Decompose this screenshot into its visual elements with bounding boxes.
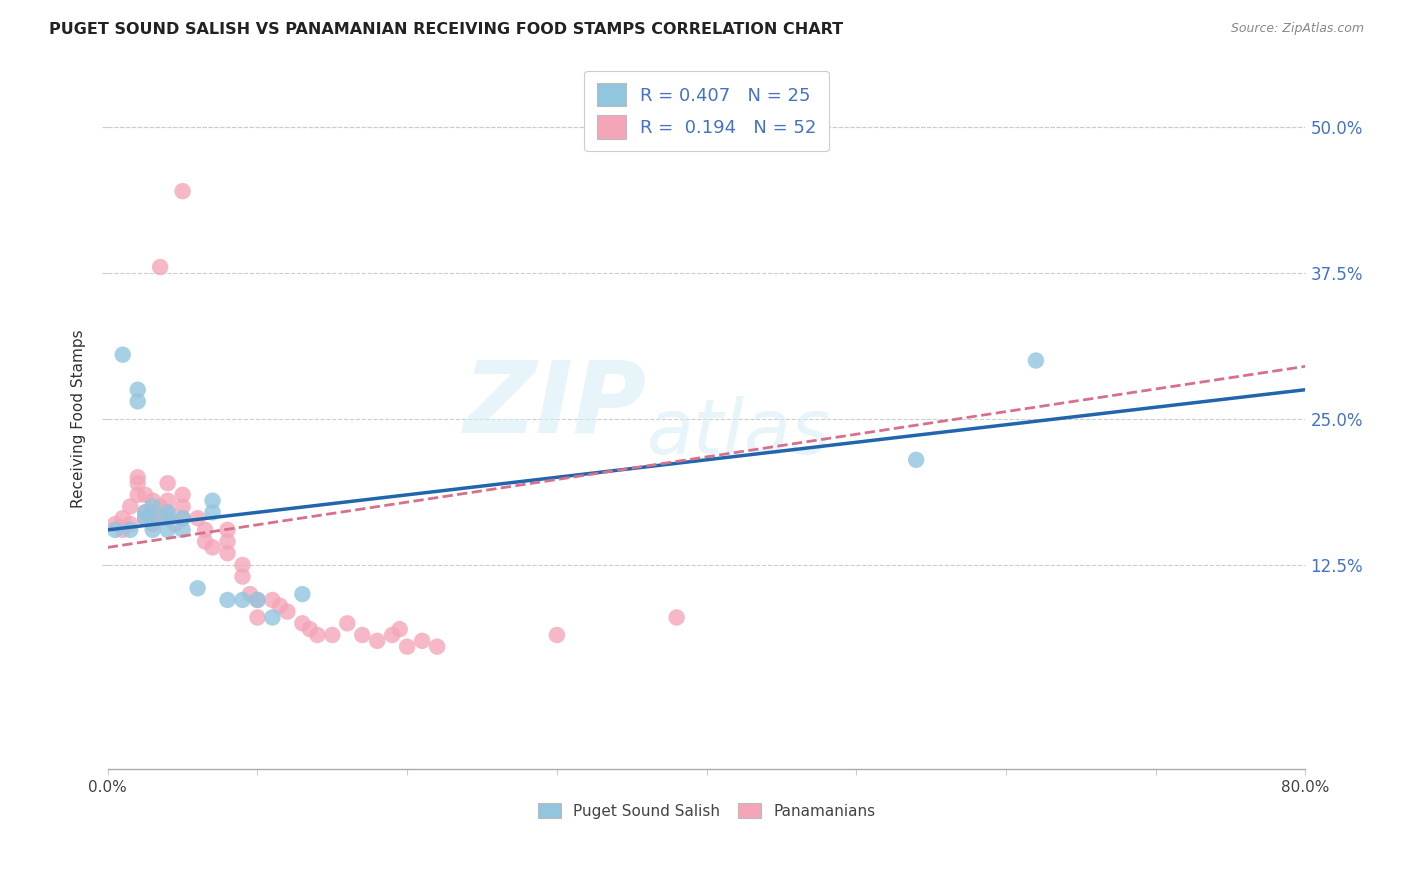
Point: [194, 523, 217, 537]
Point: [201, 505, 224, 519]
Point: [172, 500, 194, 514]
Point: [217, 593, 239, 607]
Point: [246, 610, 269, 624]
Point: [217, 534, 239, 549]
Point: [134, 505, 156, 519]
Point: [366, 633, 388, 648]
Point: [149, 511, 172, 525]
Point: [111, 348, 134, 362]
Point: [172, 184, 194, 198]
Text: ZIP: ZIP: [464, 357, 647, 453]
Point: [156, 511, 179, 525]
Point: [905, 452, 928, 467]
Point: [201, 493, 224, 508]
Point: [156, 505, 179, 519]
Point: [231, 558, 253, 572]
Point: [127, 488, 149, 502]
Point: [291, 616, 314, 631]
Point: [352, 628, 374, 642]
Point: [411, 633, 433, 648]
Point: [546, 628, 568, 642]
Point: [194, 534, 217, 549]
Point: [111, 523, 134, 537]
Point: [231, 593, 253, 607]
Point: [269, 599, 291, 613]
Point: [142, 500, 165, 514]
Text: atlas: atlas: [647, 396, 831, 470]
Point: [217, 523, 239, 537]
Point: [127, 470, 149, 484]
Point: [134, 511, 156, 525]
Point: [142, 523, 165, 537]
Point: [172, 511, 194, 525]
Point: [336, 616, 359, 631]
Point: [396, 640, 419, 654]
Point: [298, 622, 321, 636]
Point: [149, 260, 172, 274]
Point: [134, 511, 156, 525]
Point: [276, 605, 298, 619]
Point: [262, 610, 284, 624]
Point: [120, 516, 142, 531]
Point: [104, 516, 127, 531]
Point: [156, 523, 179, 537]
Point: [142, 505, 165, 519]
Point: [149, 500, 172, 514]
Point: [291, 587, 314, 601]
Point: [187, 511, 209, 525]
Y-axis label: Receiving Food Stamps: Receiving Food Stamps: [72, 330, 86, 508]
Point: [217, 546, 239, 560]
Point: [142, 516, 165, 531]
Point: [262, 593, 284, 607]
Point: [165, 516, 187, 531]
Point: [127, 394, 149, 409]
Point: [111, 511, 134, 525]
Point: [426, 640, 449, 654]
Point: [201, 541, 224, 555]
Point: [246, 593, 269, 607]
Legend: Puget Sound Salish, Panamanians: Puget Sound Salish, Panamanians: [531, 797, 882, 825]
Point: [172, 511, 194, 525]
Point: [104, 523, 127, 537]
Text: Source: ZipAtlas.com: Source: ZipAtlas.com: [1230, 22, 1364, 36]
Point: [187, 581, 209, 595]
Point: [120, 523, 142, 537]
Point: [381, 628, 404, 642]
Point: [231, 569, 253, 583]
Point: [142, 511, 165, 525]
Point: [665, 610, 688, 624]
Point: [172, 523, 194, 537]
Point: [246, 593, 269, 607]
Point: [127, 383, 149, 397]
Point: [156, 493, 179, 508]
Point: [120, 500, 142, 514]
Point: [134, 505, 156, 519]
Point: [1025, 353, 1047, 368]
Point: [134, 488, 156, 502]
Point: [142, 493, 165, 508]
Text: PUGET SOUND SALISH VS PANAMANIAN RECEIVING FOOD STAMPS CORRELATION CHART: PUGET SOUND SALISH VS PANAMANIAN RECEIVI…: [49, 22, 844, 37]
Point: [156, 505, 179, 519]
Point: [127, 476, 149, 491]
Point: [156, 476, 179, 491]
Point: [239, 587, 262, 601]
Point: [172, 488, 194, 502]
Point: [388, 622, 411, 636]
Point: [321, 628, 343, 642]
Point: [307, 628, 329, 642]
